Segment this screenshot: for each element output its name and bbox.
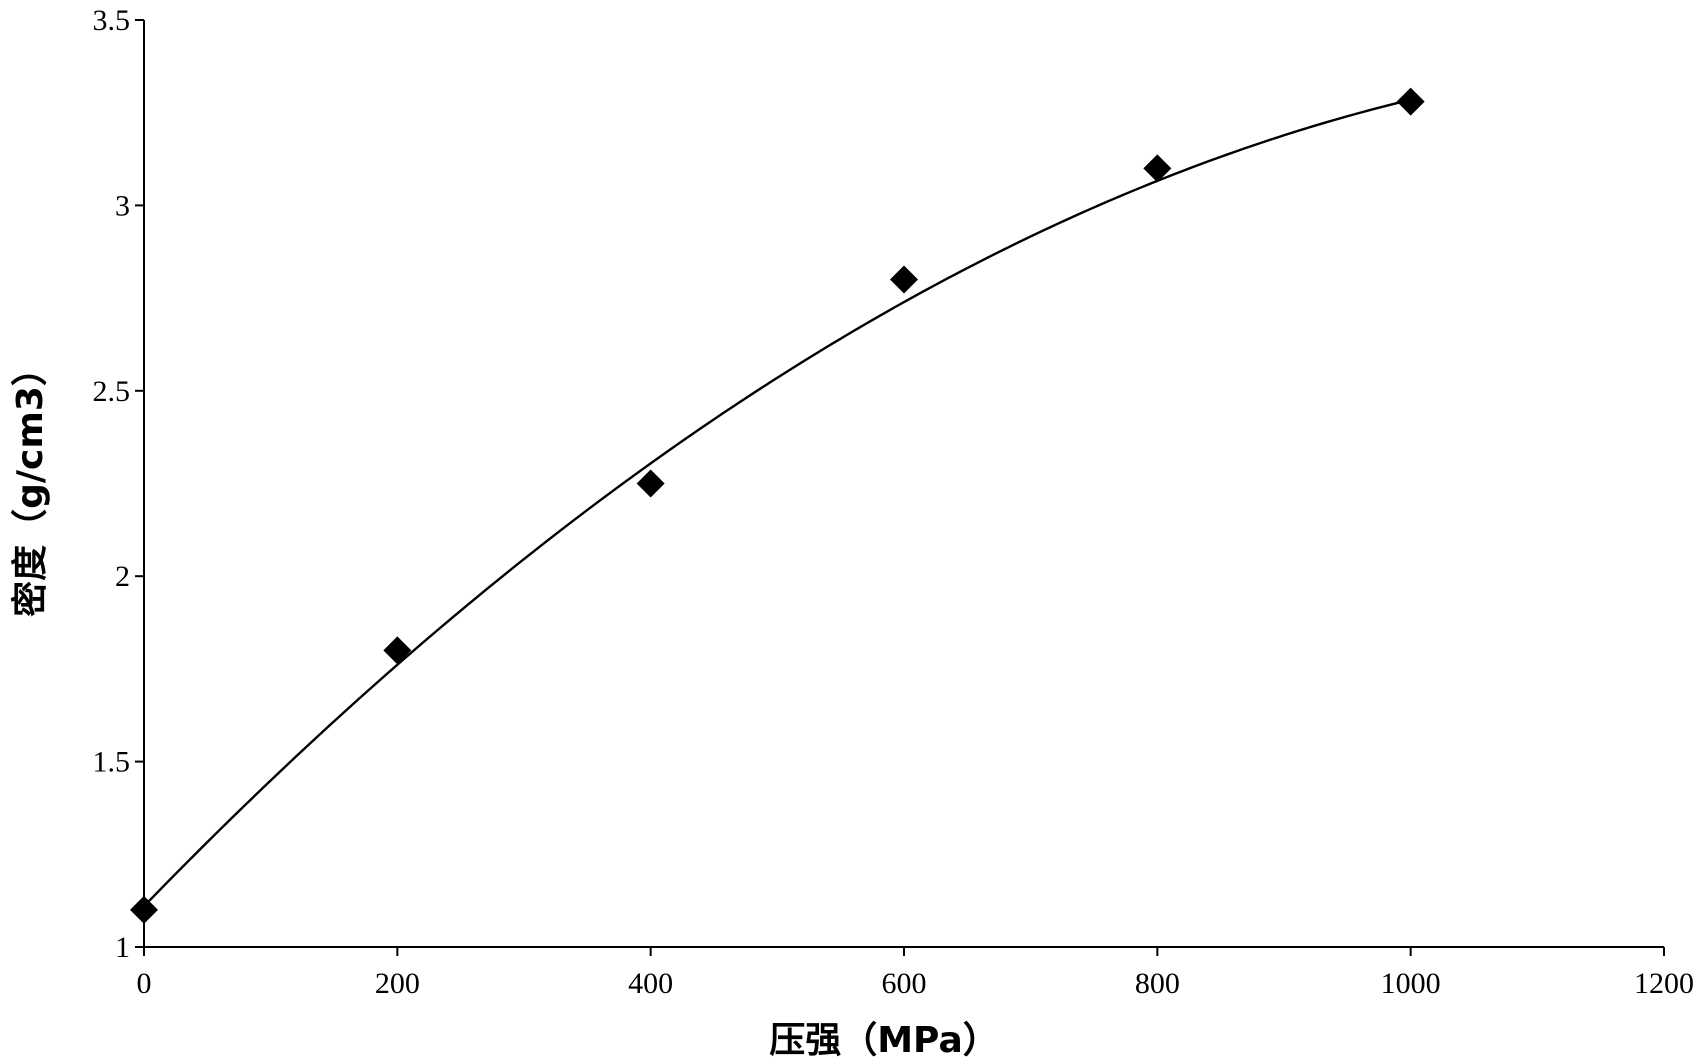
x-axis-title: 压强（MPa） [769,1020,999,1061]
y-tick-label: 3.5 [93,4,131,37]
plot-area: 1 1.5 2 2.5 3 3.5 0 200 400 600 800 1000 1200 [93,4,1695,1000]
x-ticks: 0 200 400 600 800 1000 1200 [137,947,1694,1000]
x-tick-label: 400 [628,967,673,1000]
data-point-marker [383,636,412,665]
x-tick-label: 1200 [1634,967,1694,1000]
y-tick-label: 2 [115,560,130,593]
data-point-marker [636,469,665,498]
y-tick-label: 2.5 [93,375,131,408]
data-point-marker [130,895,158,924]
x-tick-label: 200 [375,967,420,1000]
trendline [143,98,1411,908]
data-point-marker [890,265,918,294]
data-points [130,87,1425,924]
y-tick-label: 1.5 [93,746,131,779]
x-tick-label: 1000 [1381,967,1441,1000]
y-ticks: 1 1.5 2 2.5 3 3.5 [93,4,144,964]
data-point-marker [1143,154,1172,183]
x-tick-label: 800 [1135,967,1180,1000]
y-tick-label: 1 [115,931,130,964]
y-tick-label: 3 [115,189,130,222]
y-axis-title: 密度（g/cm3） [9,350,51,617]
x-tick-label: 600 [882,967,927,1000]
data-point-marker [1396,87,1425,116]
x-tick-label: 0 [137,967,152,1000]
axes [143,20,1664,948]
